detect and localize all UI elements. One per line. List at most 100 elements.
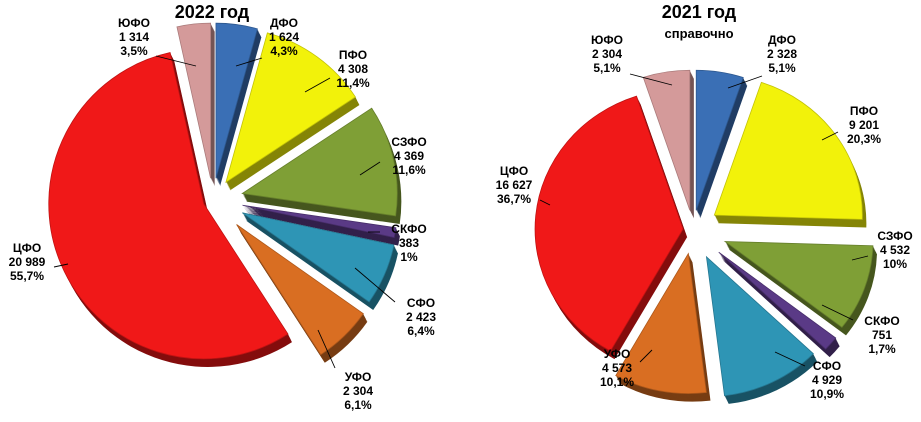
slices — [534, 69, 877, 404]
slice-percent: 5,1% — [593, 61, 621, 75]
slice-percent: 3,5% — [120, 44, 148, 58]
slice-value: 4 929 — [812, 373, 842, 387]
slice-value: 4 573 — [602, 361, 632, 375]
slice-pfo — [225, 32, 356, 184]
slice-value: 1 624 — [269, 30, 299, 44]
leader-line — [639, 349, 653, 363]
slice-tsfo — [48, 52, 289, 360]
slice-value: 2 423 — [406, 310, 436, 324]
slice-name: ПФО — [850, 104, 878, 118]
leader-line — [851, 255, 869, 261]
leader-line — [539, 199, 551, 206]
slice-name: ПФО — [339, 48, 367, 62]
slice-depth-skfo — [244, 209, 399, 242]
leader-line — [317, 329, 336, 369]
slice-depth-skfo — [245, 211, 400, 244]
slice-tsfo — [534, 95, 684, 352]
slice-value: 4 369 — [394, 149, 424, 163]
chart-subtitle: справочно — [664, 26, 733, 41]
slice-sfo — [242, 212, 395, 303]
leader-line — [354, 267, 396, 303]
slice-percent: 1,7% — [868, 342, 896, 356]
slice-name: ДФО — [768, 33, 796, 47]
slice-name: ЮФО — [118, 16, 150, 30]
slice-depth-skfo — [246, 212, 400, 245]
slice-ufo — [236, 224, 364, 356]
slice-percent: 36,7% — [497, 192, 531, 206]
chart-title: 2021 год — [662, 2, 737, 22]
slice-value: 1 314 — [119, 30, 149, 44]
slice-percent: 10% — [883, 257, 907, 271]
slice-percent: 6,1% — [344, 398, 372, 412]
slice-percent: 5,1% — [768, 61, 796, 75]
slice-percent: 20,3% — [847, 132, 881, 146]
slice-value: 2 304 — [343, 384, 373, 398]
slice-skfo — [242, 204, 397, 238]
leader-line — [53, 263, 69, 268]
chart-title: 2022 год — [175, 2, 250, 22]
slice-yufo — [176, 22, 212, 179]
slices — [48, 22, 402, 367]
slice-value: 751 — [872, 328, 892, 342]
slice-percent: 11,6% — [392, 163, 426, 177]
slice-name: ЦФО — [500, 164, 528, 178]
slice-name: СКФО — [864, 314, 899, 328]
slice-percent: 11,4% — [336, 76, 370, 90]
slice-depth-skfo — [242, 206, 397, 239]
leader-line — [155, 55, 197, 67]
leader-line — [821, 304, 854, 321]
leader-line — [821, 131, 839, 141]
leader-line — [235, 57, 263, 67]
slice-pfo — [713, 81, 863, 220]
leader-line — [774, 351, 806, 367]
slice-value: 4 532 — [880, 243, 910, 257]
slice-name: ЦФО — [13, 241, 41, 255]
slice-name: ДФО — [270, 16, 298, 30]
leader-line — [727, 75, 763, 89]
slice-value: 9 201 — [849, 118, 879, 132]
slice-value: 2 328 — [767, 47, 797, 61]
slice-name: СКФО — [391, 222, 426, 236]
slice-percent: 4,3% — [270, 44, 298, 58]
leader-line — [359, 161, 381, 176]
leader-line — [304, 77, 331, 93]
slice-name: СФО — [813, 359, 841, 373]
slice-dfo — [215, 22, 258, 179]
slice-szfo — [241, 107, 398, 217]
slice-name: УФО — [604, 347, 631, 361]
slice-name: СФО — [407, 296, 435, 310]
leader-line — [629, 73, 673, 86]
slice-name: УФО — [345, 370, 372, 384]
slice-depth-skfo — [243, 207, 398, 241]
slice-name: ЮФО — [591, 33, 623, 47]
slice-percent: 1% — [400, 250, 418, 264]
slice-depth-skfo — [244, 208, 398, 242]
slice-value: 2 304 — [592, 47, 622, 61]
slice-depth-skfo — [245, 210, 399, 243]
slice-value: 20 989 — [9, 255, 46, 269]
slice-szfo — [723, 241, 874, 328]
slice-sfo — [705, 255, 814, 397]
slice-value: 4 308 — [338, 62, 368, 76]
slice-percent: 55,7% — [10, 269, 44, 283]
slice-percent: 6,4% — [407, 324, 435, 338]
slice-skfo — [718, 251, 837, 350]
slice-depth-skfo — [243, 207, 397, 240]
